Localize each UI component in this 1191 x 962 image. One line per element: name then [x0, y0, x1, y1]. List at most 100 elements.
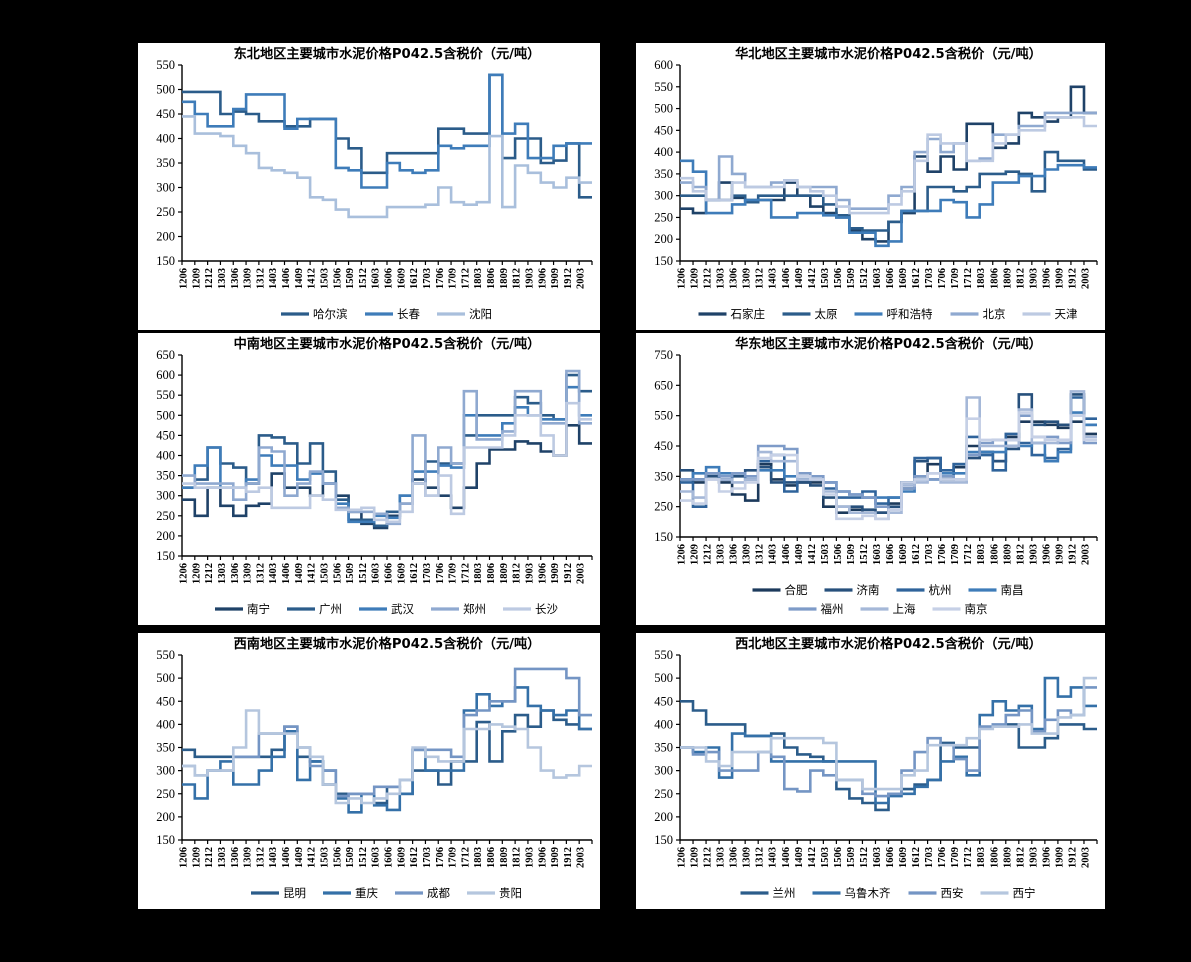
x-tick-label: 1309: [742, 268, 753, 289]
x-tick-label: 1303: [217, 268, 228, 289]
x-tick-label: 1803: [976, 268, 987, 289]
x-tick-label: 1312: [755, 847, 766, 868]
series-line: [182, 686, 592, 814]
x-tick-label: 1509: [345, 563, 356, 584]
legend-label: 西安: [941, 886, 964, 900]
series-line: [680, 150, 1097, 232]
y-tick-label: 550: [654, 409, 673, 423]
x-tick-label: 2003: [1080, 544, 1091, 565]
series-line: [182, 115, 592, 219]
x-tick-label: 1703: [924, 847, 935, 868]
x-tick-label: 1312: [755, 544, 766, 565]
x-tick-label: 1612: [911, 544, 922, 565]
x-tick-label: 1706: [435, 268, 446, 289]
x-tick-label: 1706: [937, 544, 948, 565]
y-tick-label: 150: [654, 833, 673, 847]
x-tick-label: 1206: [677, 544, 688, 565]
x-tick-label: 1812: [1015, 847, 1026, 868]
y-tick-label: 350: [654, 469, 673, 483]
x-tick-label: 1406: [781, 847, 792, 868]
x-tick-label: 1903: [524, 563, 535, 584]
x-tick-label: 1509: [846, 847, 857, 868]
y-tick-label: 150: [654, 530, 673, 544]
y-tick-label: 250: [156, 787, 175, 801]
chart-svg: 中南地区主要城市水泥价格P042.5含税价（元/吨） 150 200 250 300 35…: [156, 335, 593, 616]
x-tick-label: 1412: [807, 268, 818, 289]
x-tick-label: 1206: [677, 847, 688, 868]
x-tick-label: 1612: [911, 268, 922, 289]
x-tick-label: 1806: [486, 563, 497, 584]
x-tick-label: 1209: [690, 847, 701, 868]
y-tick-label: 500: [654, 671, 673, 685]
y-tick-label: 200: [156, 810, 175, 824]
x-tick-label: 1309: [243, 268, 254, 289]
x-tick-label: 1406: [281, 268, 292, 289]
x-tick-label: 1503: [319, 563, 330, 584]
series-line: [182, 369, 592, 526]
x-tick-label: 1909: [550, 268, 561, 289]
x-tick-label: 1606: [384, 563, 395, 584]
x-tick-label: 1803: [473, 563, 484, 584]
chart-title: 中南地区主要城市水泥价格P042.5含税价（元/吨）: [234, 335, 541, 352]
x-tick-label: 1309: [742, 847, 753, 868]
x-tick-label: 1712: [460, 563, 471, 584]
series-line: [182, 401, 592, 524]
series-line: [182, 385, 592, 524]
y-tick-label: 550: [156, 58, 175, 72]
legend-label: 兰州: [773, 886, 796, 900]
legend-label: 贵阳: [499, 886, 522, 900]
x-tick-label: 1603: [371, 268, 382, 289]
x-tick-label: 1609: [898, 847, 909, 868]
x-tick-label: 2003: [576, 563, 587, 584]
x-tick-label: 1409: [294, 847, 305, 868]
x-tick-label: 1712: [460, 268, 471, 289]
x-tick-label: 1612: [911, 847, 922, 868]
y-tick-label: 350: [654, 167, 673, 181]
x-tick-label: 1209: [690, 268, 701, 289]
series-line: [182, 709, 592, 805]
x-tick-label: 1509: [345, 847, 356, 868]
x-tick-label: 1506: [332, 268, 343, 289]
x-tick-label: 1809: [1002, 544, 1013, 565]
legend-label: 济南: [857, 583, 880, 597]
series-line: [182, 373, 592, 528]
x-tick-label: 1909: [1054, 847, 1065, 868]
chart-panel-northeast: 东北地区主要城市水泥价格P042.5含税价（元/吨） 150 200 250 300 35…: [138, 43, 600, 330]
y-tick-label: 350: [156, 469, 175, 483]
x-tick-label: 1506: [833, 847, 844, 868]
y-tick-label: 250: [654, 500, 673, 514]
x-tick-label: 1309: [742, 544, 753, 565]
y-tick-label: 650: [156, 348, 175, 362]
x-tick-label: 1312: [255, 847, 266, 868]
x-tick-label: 1803: [976, 847, 987, 868]
chart-svg: 华东地区主要城市水泥价格P042.5含税价（元/吨） 150 250 350 450 55…: [654, 335, 1098, 616]
y-tick-label: 200: [654, 810, 673, 824]
x-tick-label: 1709: [448, 268, 459, 289]
chart-svg: 华北地区主要城市水泥价格P042.5含税价（元/吨） 150 200 250 300 35…: [654, 45, 1098, 321]
x-tick-label: 1312: [755, 268, 766, 289]
x-tick-label: 1303: [716, 544, 727, 565]
x-tick-label: 1209: [191, 847, 202, 868]
legend-label: 西宁: [1013, 886, 1036, 900]
y-tick-label: 500: [156, 671, 175, 685]
x-tick-label: 1903: [1028, 544, 1039, 565]
x-tick-label: 1409: [794, 847, 805, 868]
x-tick-label: 2003: [576, 847, 587, 868]
x-tick-label: 1509: [345, 268, 356, 289]
x-tick-label: 1403: [768, 544, 779, 565]
chart-title: 西南地区主要城市水泥价格P042.5含税价（元/吨）: [234, 635, 541, 652]
y-tick-label: 750: [654, 348, 673, 362]
x-tick-label: 1603: [872, 847, 883, 868]
chart-panel-east-china: 华东地区主要城市水泥价格P042.5含税价（元/吨） 150 250 350 450 55…: [636, 333, 1105, 625]
x-tick-label: 1306: [729, 544, 740, 565]
x-tick-label: 1806: [989, 847, 1000, 868]
x-tick-label: 1409: [294, 268, 305, 289]
legend-label: 哈尔滨: [313, 307, 348, 321]
x-tick-label: 1709: [950, 847, 961, 868]
legend-label: 天津: [1055, 307, 1078, 321]
x-tick-label: 1303: [716, 268, 727, 289]
x-tick-label: 1912: [1067, 847, 1078, 868]
x-tick-label: 1806: [989, 268, 1000, 289]
chart-panel-central-south: 中南地区主要城市水泥价格P042.5含税价（元/吨） 150 200 250 300 35…: [138, 333, 600, 625]
